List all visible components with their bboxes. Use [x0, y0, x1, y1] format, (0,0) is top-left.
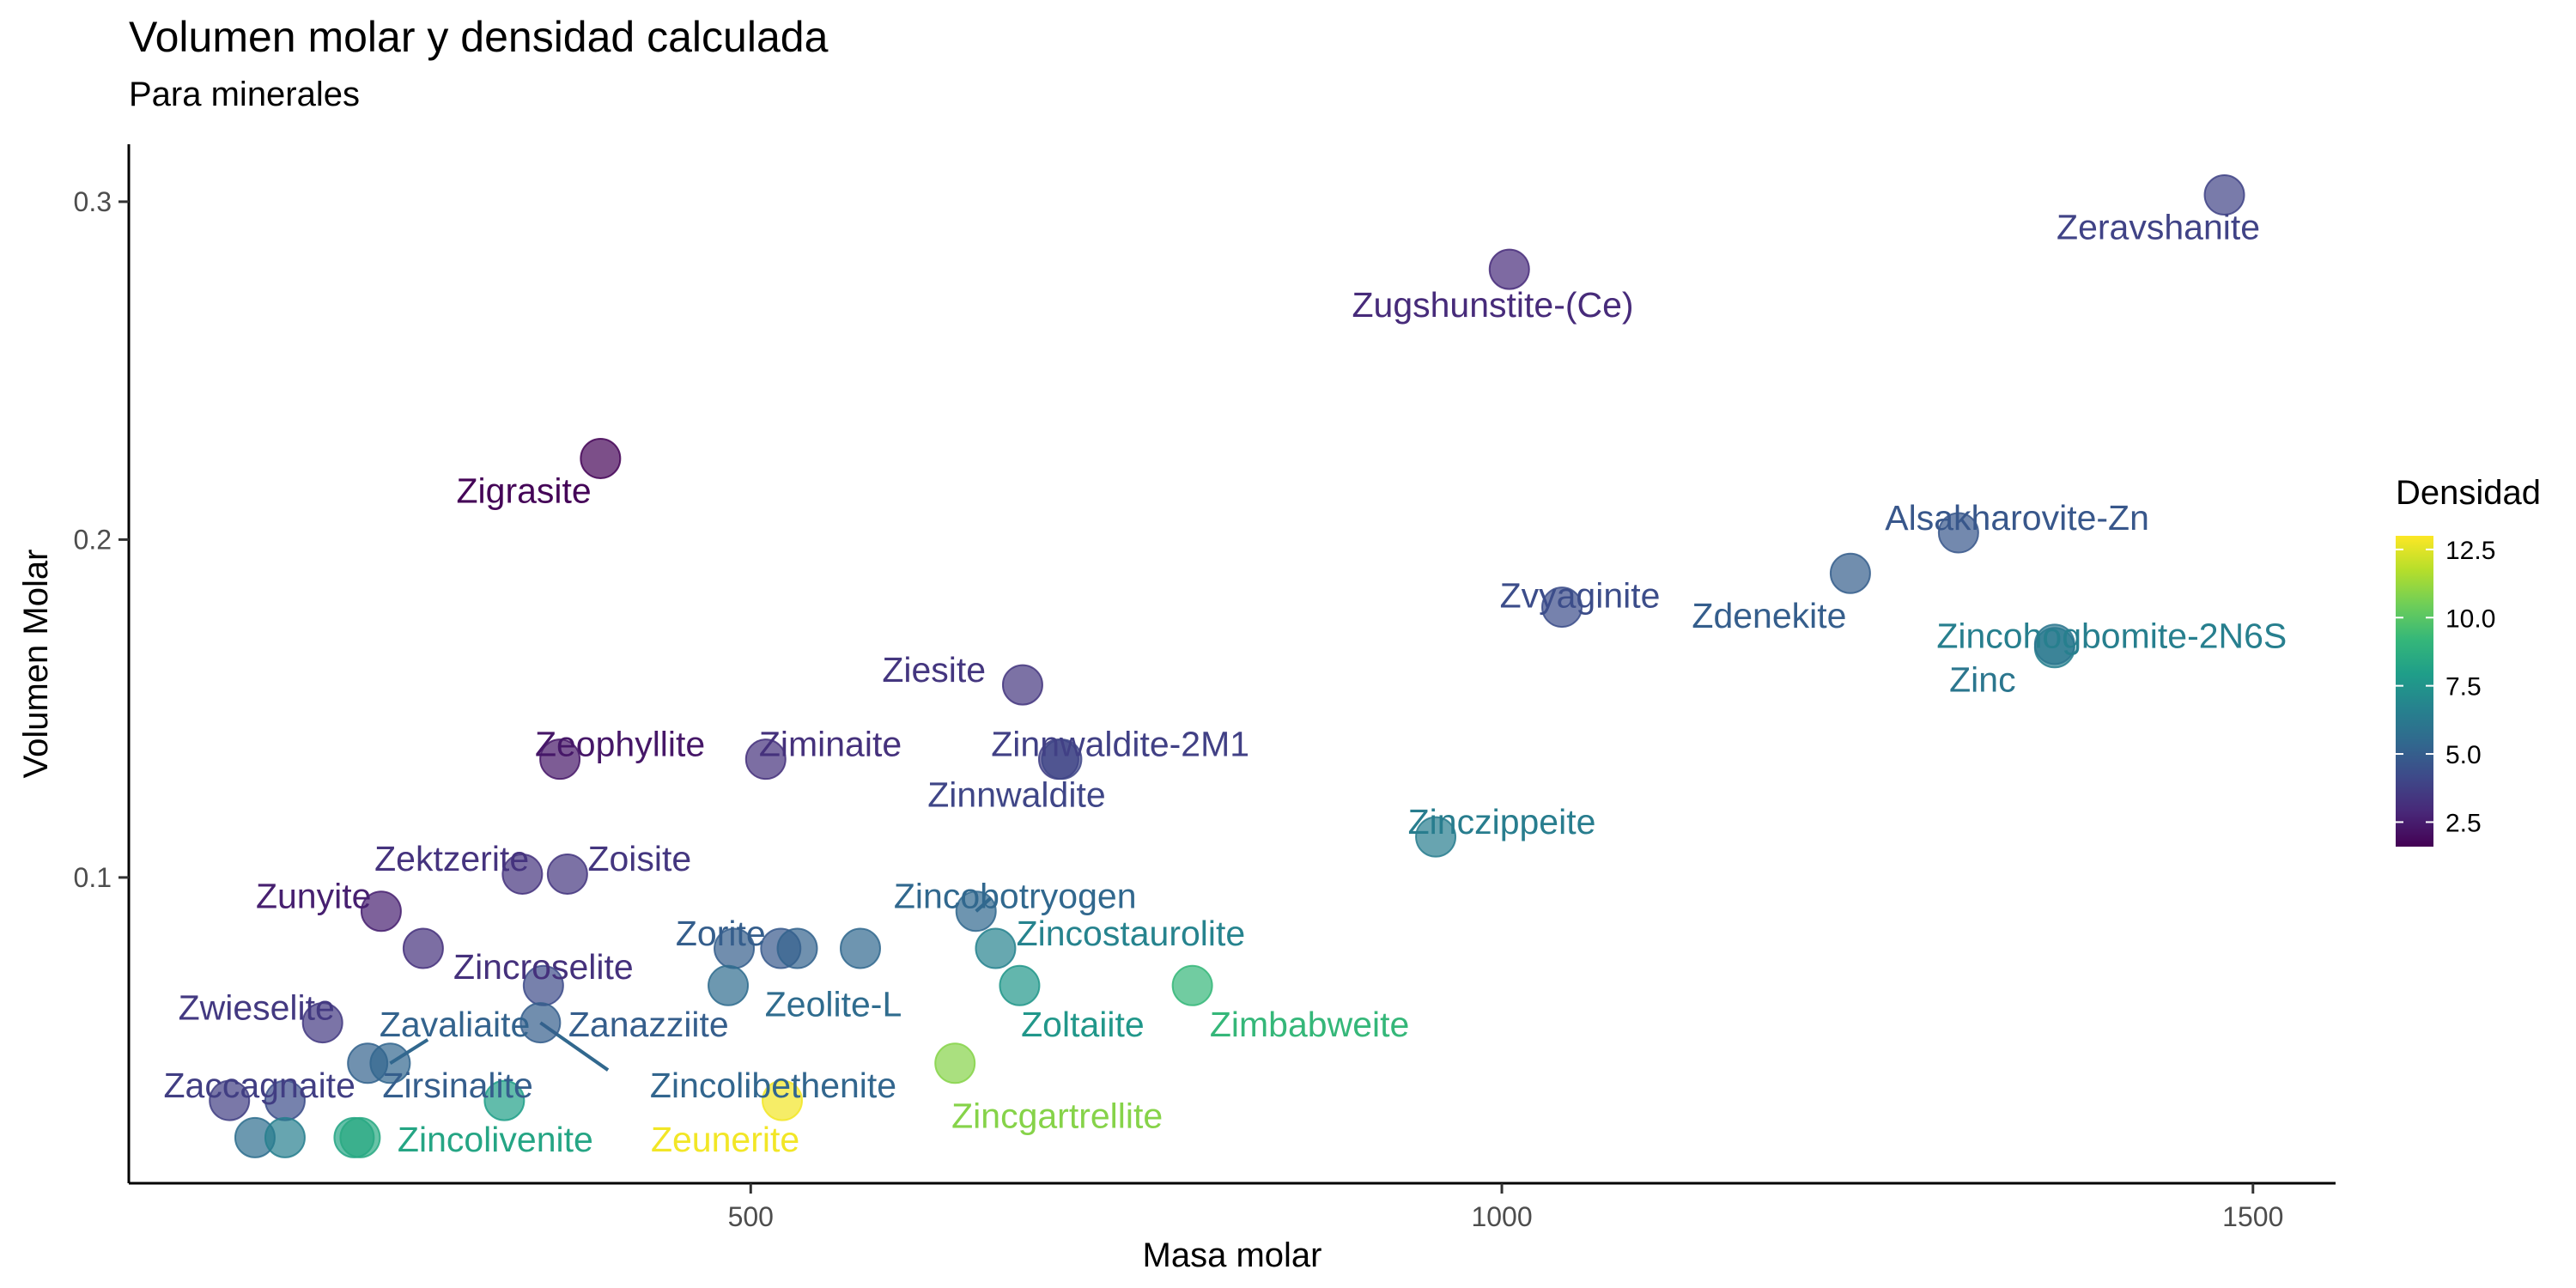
legend-title: Densidad	[2396, 474, 2542, 512]
point-label: Zoltaiite	[1021, 1005, 1145, 1044]
data-point	[369, 1042, 411, 1084]
data-point	[264, 1116, 306, 1158]
data-point	[360, 890, 402, 933]
point-label: Zugshunstite-(Ce)	[1352, 285, 1633, 325]
data-point	[580, 437, 622, 479]
data-point	[955, 890, 997, 933]
data-point	[1041, 738, 1083, 781]
color-bar-label: 5.0	[2445, 741, 2482, 769]
data-point	[2033, 623, 2075, 665]
data-point	[934, 1042, 976, 1084]
data-point	[762, 1079, 804, 1121]
point-label: Zdenekite	[1692, 596, 1846, 635]
point-label: Zinnwaldite-2M1	[991, 724, 1249, 763]
x-axis-title: Masa molar	[1143, 1236, 1322, 1274]
point-label: Zincolibethenite	[650, 1066, 896, 1105]
data-point	[1488, 248, 1530, 290]
data-point	[519, 1002, 562, 1044]
chart-title: Volumen molar y densidad calculada	[129, 13, 829, 61]
data-point	[1171, 964, 1213, 1006]
data-point	[975, 927, 1017, 969]
point-label: Zinczippeite	[1408, 802, 1596, 841]
data-point	[999, 964, 1041, 1006]
x-tick-label: 500	[728, 1201, 774, 1232]
point-label: Zoisite	[587, 839, 691, 878]
point-label: Zeolite-L	[765, 984, 902, 1024]
data-point	[339, 1116, 381, 1158]
x-tick-label: 1500	[2222, 1201, 2283, 1232]
data-point	[546, 853, 588, 895]
point-label: Zanazziite	[568, 1005, 729, 1044]
y-tick-label: 0.3	[74, 186, 112, 217]
data-point	[539, 738, 581, 781]
point-label: Ziesite	[882, 650, 986, 690]
data-point	[501, 853, 544, 895]
point-label: Zektzerite	[374, 839, 529, 878]
point-label: Zunyite	[256, 877, 371, 916]
color-bar	[2396, 536, 2433, 847]
color-bar-label: 10.0	[2445, 605, 2495, 633]
point-label: Zeunerite	[651, 1120, 799, 1159]
data-point	[301, 1002, 343, 1044]
point-label: Zaccagnaite	[164, 1066, 355, 1105]
data-point	[209, 1079, 251, 1121]
point-label: Ziminaite	[759, 724, 902, 763]
data-point	[402, 927, 444, 969]
data-point	[1937, 512, 1979, 554]
data-point	[1541, 586, 1583, 629]
point-label: Zincroselite	[453, 947, 634, 987]
point-label: Zeophyllite	[535, 724, 705, 763]
point-label: Zigrasite	[457, 471, 592, 510]
data-point	[1415, 816, 1457, 858]
y-axis-title: Volumen Molar	[17, 550, 55, 779]
data-point	[1001, 664, 1043, 706]
data-point	[1829, 552, 1871, 594]
point-label: Zincolivenite	[398, 1120, 593, 1159]
point-label: Zwieselite	[179, 987, 335, 1027]
y-tick-label: 0.2	[74, 524, 112, 555]
color-bar-label: 12.5	[2445, 537, 2495, 565]
point-label: Zavaliaite	[380, 1005, 530, 1044]
point-label: Zorite	[676, 914, 766, 953]
data-point	[483, 1079, 526, 1121]
point-label: Alsakharovite-Zn	[1885, 498, 2149, 538]
point-label: Zincgartrellite	[951, 1096, 1163, 1135]
point-label: Zeravshanite	[2057, 207, 2260, 246]
x-tick-label: 1000	[1471, 1201, 1532, 1232]
data-point	[776, 927, 818, 969]
point-label: Zirsinalite	[382, 1066, 532, 1105]
point-label: Zincobotryogen	[894, 877, 1137, 916]
color-bar-label: 7.5	[2445, 673, 2482, 702]
y-tick-label: 0.1	[74, 862, 112, 893]
chart-subtitle: Para minerales	[129, 76, 361, 113]
point-label: Zinc	[1949, 660, 2015, 700]
data-point	[744, 738, 787, 781]
point-label: Zvyaginite	[1500, 575, 1661, 615]
point-label: Zincohogbomite-2N6S	[1936, 617, 2287, 656]
data-point	[2203, 174, 2245, 216]
data-point	[708, 964, 750, 1006]
color-bar-label: 2.5	[2445, 809, 2482, 837]
data-point	[840, 927, 882, 969]
point-label: Zinnwaldite	[927, 775, 1105, 814]
point-label: Zimbabweite	[1210, 1005, 1409, 1044]
point-label: Zincostaurolite	[1017, 914, 1246, 953]
